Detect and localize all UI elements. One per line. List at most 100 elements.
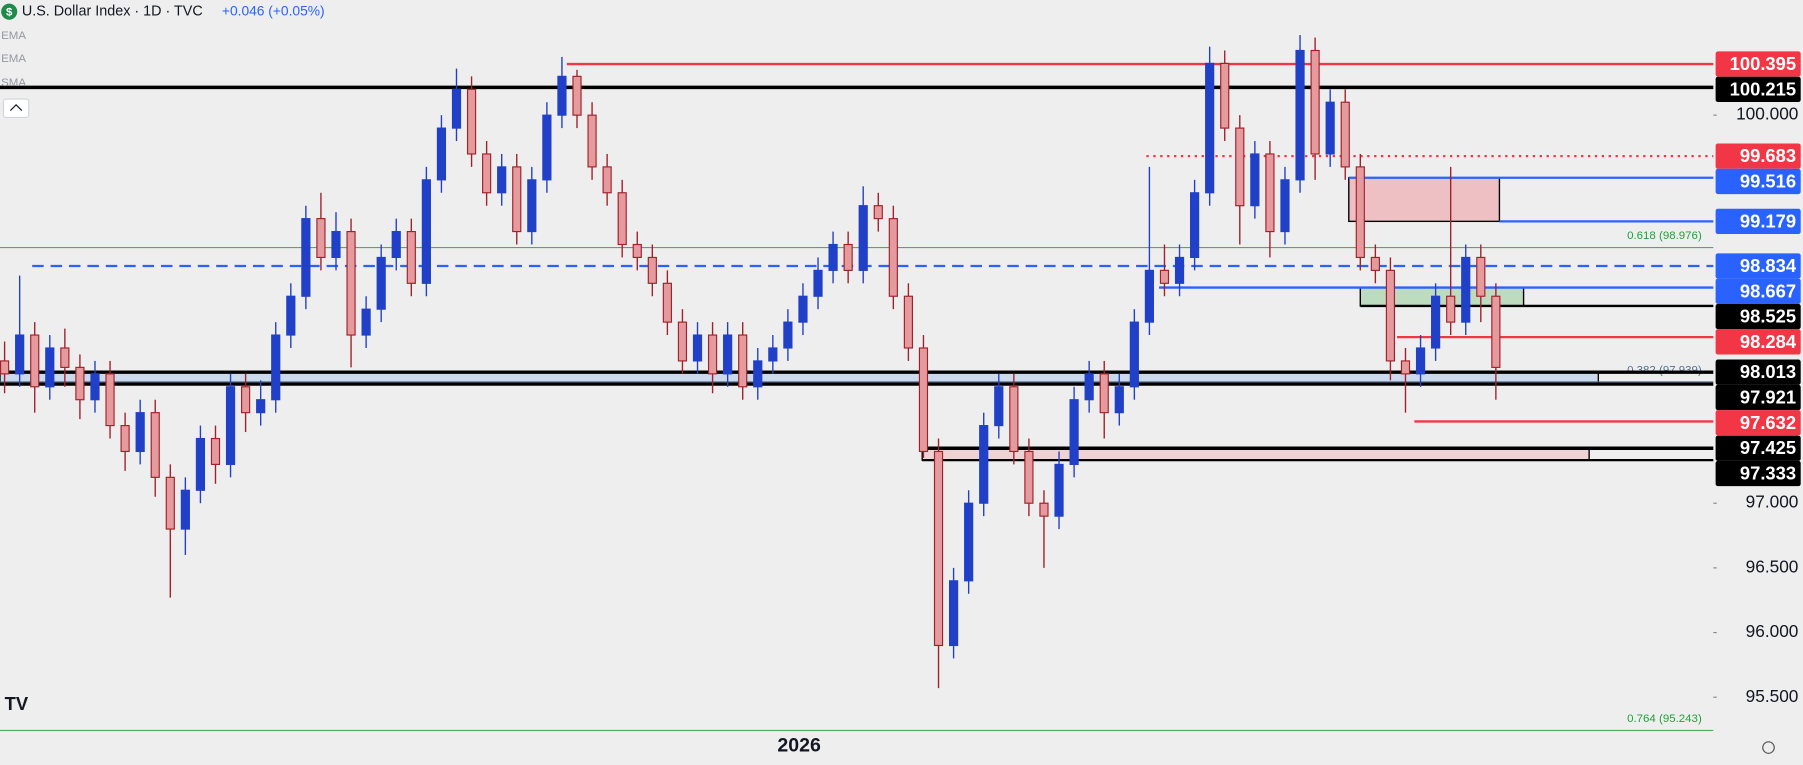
candle-body [482, 153, 492, 194]
candle-body [90, 373, 100, 401]
candle-body [1265, 153, 1275, 233]
candle-body [497, 166, 507, 194]
price-label: 100.395 [1730, 53, 1796, 74]
candle-body [1129, 321, 1139, 388]
price-label: 97.333 [1740, 463, 1796, 484]
candle-body [1415, 347, 1426, 375]
price-label: 98.834 [1740, 255, 1797, 276]
indicator-label: SMA [1, 77, 26, 89]
candle-body [1054, 463, 1064, 517]
candle-body [1159, 269, 1170, 284]
price-label: 99.516 [1740, 170, 1796, 191]
candle-body [1431, 295, 1441, 349]
price-label-bg [1715, 410, 1801, 436]
indicator-label: EMA [1, 30, 26, 42]
candle-body [903, 295, 913, 349]
candle-body [994, 386, 1004, 427]
candle-body [1340, 101, 1350, 168]
candle-body [948, 580, 959, 647]
candle-body [1310, 49, 1320, 155]
price-label: 97.425 [1740, 437, 1796, 458]
y-tick-label: 97.000 [1746, 492, 1799, 512]
candle-body [195, 437, 206, 491]
fib-label: 0.618 (98.976) [1627, 230, 1702, 242]
candle-body [1446, 295, 1456, 323]
candle-body [406, 230, 416, 284]
indicator-label: EMA [1, 53, 26, 65]
price-label: 100.215 [1730, 78, 1796, 99]
candle-body [1039, 502, 1049, 517]
candle-body [557, 75, 567, 116]
y-tick-label: 100.000 [1736, 104, 1798, 124]
settings-button[interactable] [1762, 741, 1775, 754]
candle-body [873, 205, 883, 220]
candle-body [587, 114, 597, 168]
collapse-icon [9, 103, 23, 111]
price-label: 98.284 [1740, 331, 1797, 352]
price-label-bg [1715, 460, 1801, 487]
candle-body [256, 399, 266, 414]
candle-body [1476, 256, 1486, 297]
tv-logo: TV [5, 693, 29, 714]
price-label: 97.921 [1740, 386, 1796, 407]
candle-body [436, 127, 447, 181]
candle-body [165, 476, 175, 530]
candle-body [813, 269, 823, 297]
fib-label: 0.764 (95.243) [1627, 713, 1702, 725]
candle-body [979, 425, 989, 504]
plot-area: 0.618 (98.976) 0.382 (97.939) 0.764 (95.24… [0, 34, 1714, 732]
candle-body [843, 243, 853, 271]
zone [921, 447, 1590, 461]
price-label-bg [1715, 435, 1801, 461]
price-label: 97.632 [1740, 412, 1796, 433]
price-label: 98.013 [1740, 361, 1796, 382]
price-label-bg [1715, 303, 1801, 330]
symbol-icon [1, 3, 18, 20]
candle-body [391, 230, 401, 259]
candle-body [1385, 269, 1396, 362]
y-tick-label: 96.000 [1746, 621, 1799, 641]
candle-body [346, 230, 356, 336]
price-label-bg [1715, 329, 1801, 355]
candle-body [617, 192, 627, 246]
price-label: 98.525 [1740, 306, 1796, 327]
candle-body [512, 166, 522, 233]
candle-body [1491, 295, 1501, 368]
candle-body [225, 386, 236, 465]
candle-body [105, 373, 115, 427]
candle-body [602, 166, 612, 194]
candle-body [798, 295, 808, 323]
candle-body [1280, 179, 1290, 233]
candle-body [316, 218, 326, 259]
candle-body [1325, 101, 1335, 155]
candle-body [1009, 386, 1019, 453]
candle-body [1370, 256, 1380, 271]
price-label-bg [1715, 168, 1801, 195]
candle-body [180, 489, 190, 530]
candle-body [1250, 153, 1260, 207]
candle-body [150, 412, 160, 478]
candle-body [1220, 62, 1230, 129]
candle-body [1024, 450, 1034, 504]
candle-body [0, 360, 10, 375]
candle-body [692, 334, 703, 362]
candle-body [527, 179, 537, 233]
collapse-button[interactable] [2, 98, 30, 119]
candle-body [376, 256, 386, 310]
candle-body [451, 88, 462, 129]
price-label-bg [1715, 278, 1801, 304]
candle-body [271, 334, 281, 401]
candle-body [1114, 386, 1124, 414]
candle-body [30, 334, 40, 388]
candle-body [361, 308, 371, 336]
candle-body [1069, 399, 1079, 465]
candle-body [1400, 360, 1411, 375]
candle-body [286, 295, 296, 336]
candle-body [768, 347, 778, 362]
candle-body [572, 75, 582, 116]
candle-body [1084, 373, 1094, 401]
candle-body [1205, 62, 1215, 194]
price-label-bg [1715, 76, 1801, 103]
candle-body [738, 334, 748, 388]
